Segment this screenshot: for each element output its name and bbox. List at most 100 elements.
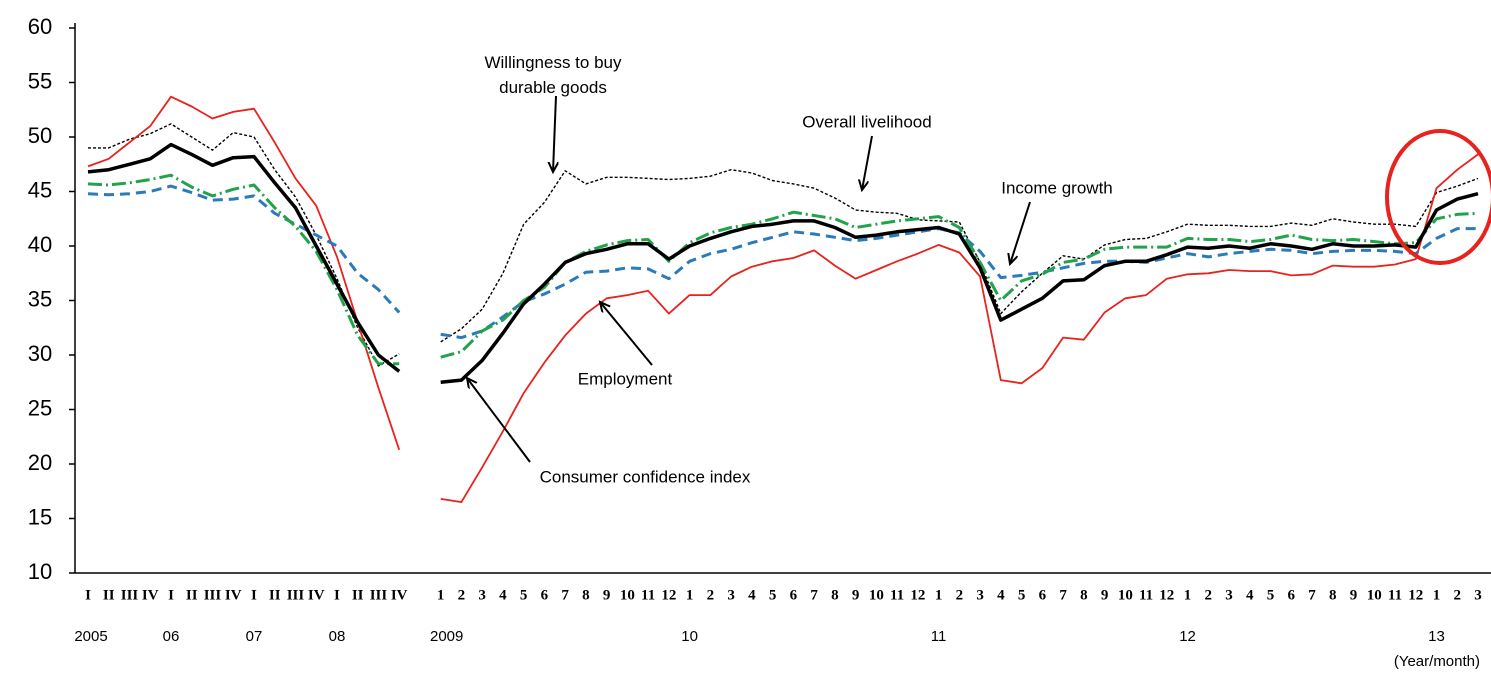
year-label: 2009: [430, 628, 463, 645]
y-tick-label: 30: [28, 341, 52, 366]
x-tick-label: 10: [1118, 587, 1133, 603]
x-tick-label: III: [121, 587, 139, 603]
x-tick-label: III: [204, 587, 222, 603]
x-tick-label: 8: [831, 587, 839, 603]
year-label: 2005: [74, 628, 107, 645]
x-tick-label: 6: [790, 587, 798, 603]
arrow: [553, 95, 556, 172]
x-tick-label: 4: [1246, 587, 1254, 603]
x-tick-label: 2: [707, 587, 715, 603]
x-tick-label: 11: [641, 587, 655, 603]
x-tick-label: III: [370, 587, 388, 603]
x-tick-label: 11: [890, 587, 904, 603]
y-tick-label: 50: [28, 123, 52, 148]
x-tick-label: 12: [1408, 587, 1423, 603]
x-tick-label: 4: [997, 587, 1005, 603]
line-series: [87, 142, 1479, 385]
x-tick-label: 11: [1139, 587, 1153, 603]
x-tick-label: II: [103, 587, 115, 603]
y-tick-label: 45: [28, 177, 52, 202]
year-label: 06: [163, 628, 180, 645]
x-axis-label: (Year/month): [1394, 653, 1480, 670]
annotation: Consumer confidence index: [540, 467, 751, 486]
y-tick-label: 25: [28, 395, 52, 420]
line-series: [87, 95, 1479, 503]
year-label: 08: [329, 628, 346, 645]
annotation: Overall livelihood: [802, 112, 931, 131]
x-tick-label: II: [352, 587, 364, 603]
x-tick-label: I: [85, 587, 91, 603]
y-tick-label: 10: [28, 559, 52, 584]
annotation: Employment: [578, 369, 673, 388]
x-tick-label: 2: [956, 587, 964, 603]
x-tick-label: 9: [1101, 587, 1109, 603]
x-tick-label: 2: [1454, 587, 1462, 603]
highlight-circle: [1385, 129, 1491, 265]
y-tick-label: 55: [28, 68, 52, 93]
x-tick-label: 1: [437, 587, 445, 603]
year-label: 13: [1428, 628, 1445, 645]
x-tick-label: I: [168, 587, 174, 603]
x-tick-label: 8: [1329, 587, 1337, 603]
x-tick-label: 3: [976, 587, 984, 603]
x-tick-label: IV: [391, 587, 408, 603]
x-tick-label: 1: [686, 587, 694, 603]
year-label: 11: [931, 628, 947, 645]
x-tick-label: 7: [1059, 587, 1067, 603]
y-tick-label: 15: [28, 504, 52, 529]
y-tick-label: 35: [28, 286, 52, 311]
x-tick-label: 12: [1159, 587, 1174, 603]
x-tick-label: IV: [142, 587, 159, 603]
year-label: 07: [246, 628, 263, 645]
x-tick-label: 11: [1388, 587, 1402, 603]
x-tick-label: 7: [810, 587, 818, 603]
x-tick-label: 5: [520, 587, 528, 603]
x-tick-label: 2: [458, 587, 466, 603]
x-tick-label: 9: [1350, 587, 1358, 603]
arrow: [467, 378, 531, 463]
x-tick-label: I: [251, 587, 257, 603]
x-tick-label: 10: [620, 587, 635, 603]
year-label: 12: [1179, 628, 1196, 645]
x-tick-label: IV: [308, 587, 325, 603]
x-tick-label: 6: [1288, 587, 1296, 603]
x-tick-label: 9: [603, 587, 611, 603]
x-tick-label: 10: [1367, 587, 1382, 603]
x-tick-label: 4: [499, 587, 507, 603]
x-tick-label: 7: [1308, 587, 1316, 603]
x-tick-label: 5: [769, 587, 777, 603]
annotation: Willingness to buy durable goods: [484, 53, 622, 97]
x-tick-label: 9: [852, 587, 860, 603]
line-series: [87, 173, 1479, 366]
x-tick-label: 3: [1474, 587, 1482, 603]
x-tick-label: 8: [582, 587, 590, 603]
x-tick-label: 12: [910, 587, 925, 603]
year-label: 10: [681, 628, 698, 645]
x-tick-label: I: [334, 587, 340, 603]
annotation: Income growth: [1001, 178, 1113, 197]
arrow: [862, 135, 873, 190]
x-tick-label: 5: [1267, 587, 1275, 603]
x-tick-label: 3: [727, 587, 735, 603]
x-tick-label: IV: [225, 587, 242, 603]
x-tick-label: 8: [1080, 587, 1088, 603]
x-tick-label: III: [287, 587, 305, 603]
x-tick-label: 6: [1039, 587, 1047, 603]
arrow: [600, 302, 653, 366]
x-tick-label: II: [186, 587, 198, 603]
y-tick-label: 20: [28, 450, 52, 475]
x-tick-label: 3: [478, 587, 486, 603]
x-tick-label: II: [269, 587, 281, 603]
x-tick-label: 3: [1225, 587, 1233, 603]
x-tick-label: 7: [561, 587, 569, 603]
y-tick-label: 60: [28, 14, 52, 39]
x-tick-label: 1: [1433, 587, 1441, 603]
x-tick-label: 12: [661, 587, 676, 603]
arrow: [1010, 201, 1031, 264]
x-tick-label: 10: [869, 587, 884, 603]
x-tick-label: 1: [935, 587, 943, 603]
x-tick-label: 2: [1205, 587, 1213, 603]
x-tick-label: 6: [541, 587, 549, 603]
